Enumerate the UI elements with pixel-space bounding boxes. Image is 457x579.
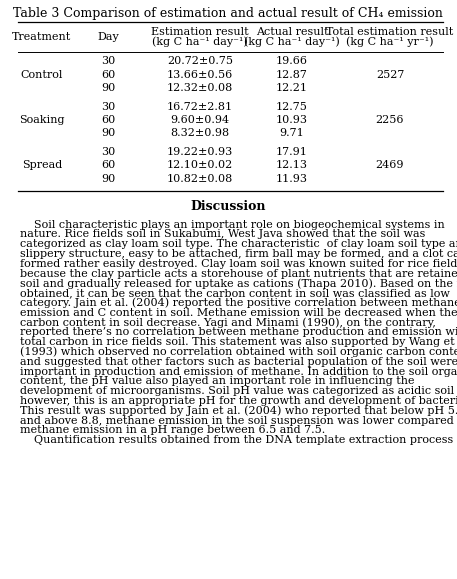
Text: and above 8.8, methane emission in the soil suspension was lower compared than: and above 8.8, methane emission in the s… [20, 416, 457, 426]
Text: important in production and emission of methane. In addition to the soil organic: important in production and emission of … [20, 367, 457, 376]
Text: Table 3 Comparison of estimation and actual result of CH₄ emission: Table 3 Comparison of estimation and act… [13, 7, 443, 20]
Text: (kg C ha⁻¹ day⁻¹): (kg C ha⁻¹ day⁻¹) [152, 36, 248, 47]
Text: emission and C content in soil. Methane emission will be decreased when the: emission and C content in soil. Methane … [20, 307, 457, 318]
Text: Soaking: Soaking [19, 115, 65, 125]
Text: This result was supported by Jain et al. (2004) who reported that below pH 5.8: This result was supported by Jain et al.… [20, 406, 457, 416]
Text: 20.72±0.75: 20.72±0.75 [167, 56, 233, 66]
Text: soil and gradually released for uptake as cations (Thapa 2010). Based on the res: soil and gradually released for uptake a… [20, 278, 457, 289]
Text: 90: 90 [101, 174, 115, 184]
Text: 60: 60 [101, 69, 115, 79]
Text: 11.93: 11.93 [276, 174, 308, 184]
Text: 60: 60 [101, 160, 115, 170]
Text: however, this is an appropriate pH for the growth and development of bacteria.: however, this is an appropriate pH for t… [20, 396, 457, 406]
Text: obtained, it can be seen that the carbon content in soil was classified as low: obtained, it can be seen that the carbon… [20, 288, 450, 298]
Text: nature. Rice fields soil in Sukabumi, West Java showed that the soil was: nature. Rice fields soil in Sukabumi, We… [20, 229, 425, 239]
Text: (kg C ha⁻¹ yr⁻¹): (kg C ha⁻¹ yr⁻¹) [346, 36, 434, 47]
Text: 30: 30 [101, 56, 115, 66]
Text: 16.72±2.81: 16.72±2.81 [167, 101, 233, 112]
Text: carbon content in soil decrease. Yagi and Minami (1990), on the contrary,: carbon content in soil decrease. Yagi an… [20, 317, 436, 328]
Text: formed rather easily destroyed. Clay loam soil was known suited for rice fields: formed rather easily destroyed. Clay loa… [20, 259, 457, 269]
Text: 90: 90 [101, 83, 115, 93]
Text: development of microorganisms. Soil pH value was categorized as acidic soil pH;: development of microorganisms. Soil pH v… [20, 386, 457, 396]
Text: methane emission in a pH range between 6.5 and 7.5.: methane emission in a pH range between 6… [20, 426, 325, 435]
Text: 60: 60 [101, 115, 115, 125]
Text: Soil characteristic plays an important role on biogeochemical systems in: Soil characteristic plays an important r… [20, 219, 445, 229]
Text: 19.66: 19.66 [276, 56, 308, 66]
Text: category. Jain et al. (2004) reported the positive correlation between methane: category. Jain et al. (2004) reported th… [20, 298, 457, 309]
Text: 90: 90 [101, 129, 115, 138]
Text: 12.32±0.08: 12.32±0.08 [167, 83, 233, 93]
Text: 13.66±0.56: 13.66±0.56 [167, 69, 233, 79]
Text: 12.13: 12.13 [276, 160, 308, 170]
Text: 9.71: 9.71 [280, 129, 304, 138]
Text: (kg C ha⁻¹ day⁻¹): (kg C ha⁻¹ day⁻¹) [244, 36, 340, 47]
Text: 8.32±0.98: 8.32±0.98 [170, 129, 229, 138]
Text: categorized as clay loam soil type. The characteristic  of clay loam soil type a: categorized as clay loam soil type. The … [20, 239, 457, 249]
Text: 19.22±0.93: 19.22±0.93 [167, 147, 233, 157]
Text: 30: 30 [101, 101, 115, 112]
Text: Control: Control [21, 69, 63, 79]
Text: total carbon in rice fields soil. This statement was also supported by Wang et a: total carbon in rice fields soil. This s… [20, 337, 457, 347]
Text: 12.87: 12.87 [276, 69, 308, 79]
Text: 10.93: 10.93 [276, 115, 308, 125]
Text: 12.21: 12.21 [276, 83, 308, 93]
Text: 2527: 2527 [376, 69, 404, 79]
Text: because the clay particle acts a storehouse of plant nutrients that are retained: because the clay particle acts a storeho… [20, 269, 457, 278]
Text: 12.75: 12.75 [276, 101, 308, 112]
Text: 12.10±0.02: 12.10±0.02 [167, 160, 233, 170]
Text: Total estimation result: Total estimation result [326, 27, 454, 37]
Text: Day: Day [97, 32, 119, 42]
Text: reported there’s no correlation between methane production and emission with: reported there’s no correlation between … [20, 327, 457, 338]
Text: slippery structure, easy to be attached, firm ball may be formed, and a clot can: slippery structure, easy to be attached,… [20, 249, 457, 259]
Text: content, the pH value also played an important role in influencing the: content, the pH value also played an imp… [20, 376, 414, 386]
Text: and suggested that other factors such as bacterial population of the soil were m: and suggested that other factors such as… [20, 357, 457, 367]
Text: Estimation result: Estimation result [151, 27, 249, 37]
Text: 10.82±0.08: 10.82±0.08 [167, 174, 233, 184]
Text: Discussion: Discussion [190, 200, 266, 213]
Text: 9.60±0.94: 9.60±0.94 [170, 115, 229, 125]
Text: 17.91: 17.91 [276, 147, 308, 157]
Text: Spread: Spread [22, 160, 62, 170]
Text: 30: 30 [101, 147, 115, 157]
Text: 2469: 2469 [376, 160, 404, 170]
Text: Actual result: Actual result [256, 27, 328, 37]
Text: Treatment: Treatment [12, 32, 72, 42]
Text: 2256: 2256 [376, 115, 404, 125]
Text: Quantification results obtained from the DNA template extraction process: Quantification results obtained from the… [20, 435, 453, 445]
Text: (1993) which observed no correlation obtained with soil organic carbon content: (1993) which observed no correlation obt… [20, 347, 457, 357]
